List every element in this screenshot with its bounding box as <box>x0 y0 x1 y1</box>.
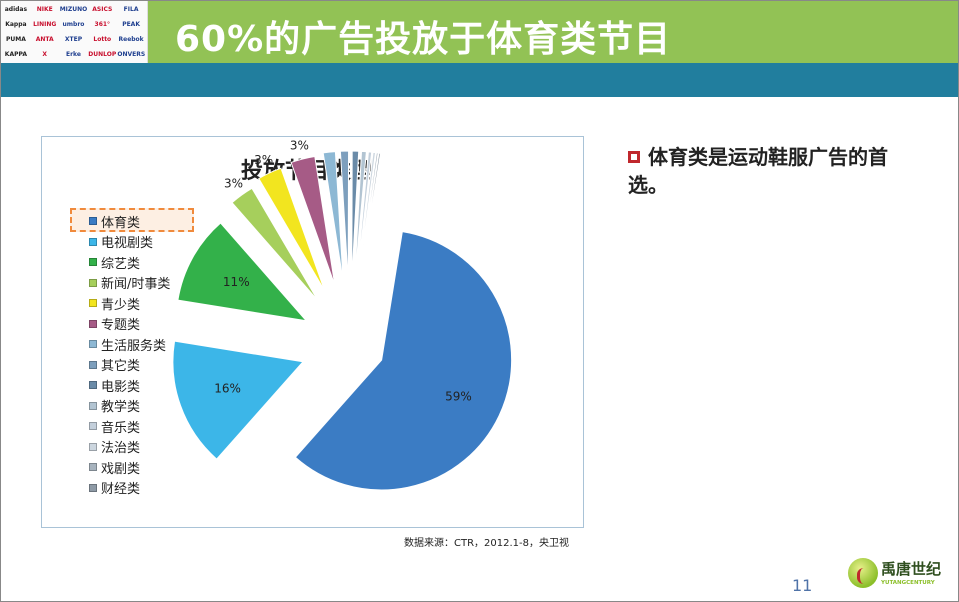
company-name-en: YUTANGCENTURY <box>881 580 935 586</box>
title-bar <box>148 0 959 63</box>
legend-swatch <box>89 340 97 349</box>
brand-logo-11: PUMA <box>5 35 26 43</box>
legend-item: 体育类 <box>89 211 170 232</box>
legend-swatch <box>89 381 97 390</box>
legend-swatch <box>89 217 97 226</box>
legend-swatch <box>89 258 97 267</box>
legend-swatch <box>89 442 97 451</box>
legend-label: 音乐类 <box>101 420 141 436</box>
brand-logo-1: adidas <box>4 5 28 13</box>
legend-swatch <box>89 360 97 369</box>
legend-label: 体育类 <box>101 215 141 231</box>
legend-item: 新闻/时事类 <box>89 273 170 294</box>
brand-logo-14: Lotto <box>93 35 112 43</box>
legend-swatch <box>89 422 97 431</box>
company-name-cn: 禹唐世纪 <box>881 560 942 578</box>
legend-swatch <box>89 483 97 492</box>
legend-label: 法治类 <box>101 441 141 457</box>
legend-label: 生活服务类 <box>101 338 167 354</box>
legend-item: 生活服务类 <box>89 334 170 355</box>
brand-logo-19: DUNLOP <box>88 50 117 58</box>
legend-swatch <box>89 278 97 287</box>
chart-legend: 体育类电视剧类综艺类新闻/时事类 青少类专题类生活服务类其它类电影类教学类音乐类法… <box>89 211 170 498</box>
brand-logo-20: CONVERSE <box>117 50 145 58</box>
legend-item: 综艺类 <box>89 252 170 273</box>
legend-item: 财经类 <box>89 478 170 499</box>
legend-swatch <box>89 237 97 246</box>
legend-swatch <box>89 299 97 308</box>
page-number: 11 <box>792 576 813 595</box>
brand-logo-9: 361° <box>94 20 111 28</box>
brand-logo-13: XTEP <box>64 35 83 43</box>
brand-logo-7: LINING <box>33 20 57 28</box>
legend-item: 专题类 <box>89 314 170 335</box>
company-logo: 禹唐世纪 YUTANGCENTURY <box>848 556 948 596</box>
bullet-point: 体育类是运动鞋服广告的首选。 <box>628 143 908 199</box>
brand-logo-3: MIZUNO <box>59 5 88 13</box>
brand-logo-4: ASICS <box>92 5 113 13</box>
legend-item: 电视剧类 <box>89 232 170 253</box>
bullet-square-icon <box>628 151 640 163</box>
company-ball-icon <box>848 558 878 588</box>
source-note: 数据来源：CTR，2012.1-8，央卫视 <box>404 538 569 549</box>
legend-item: 戏剧类 <box>89 457 170 478</box>
legend-label: 其它类 <box>101 359 141 375</box>
legend-label: 戏剧类 <box>101 461 141 477</box>
brand-logo-18: Erke <box>66 50 81 58</box>
page-title: 60%的广告投放于体育类节目 <box>175 19 672 60</box>
legend-item: 电影类 <box>89 375 170 396</box>
brand-logo-16: KAPPA <box>4 50 27 58</box>
legend-label: 电影类 <box>101 379 141 395</box>
legend-label: 专题类 <box>101 318 141 334</box>
brand-logo-12: ANTA <box>35 35 54 43</box>
bullet-text: 体育类是运动鞋服广告的首选。 <box>628 145 888 197</box>
brand-logo-5: FILA <box>123 5 139 13</box>
header-band <box>0 63 959 97</box>
brand-logo-10: PEAK <box>122 20 140 28</box>
legend-swatch <box>89 463 97 472</box>
chart-title: 投放节目类型 <box>241 159 374 184</box>
legend-label: 教学类 <box>101 400 141 416</box>
legend-item: 其它类 <box>89 355 170 376</box>
legend-label: 青少类 <box>101 297 141 313</box>
brand-logo-8: umbro <box>62 20 85 28</box>
brand-logo-17: X <box>42 50 48 58</box>
legend-label: 综艺类 <box>101 256 141 272</box>
legend-swatch <box>89 319 97 328</box>
legend-item: 教学类 <box>89 396 170 417</box>
brand-logo-2: NIKE <box>36 5 53 13</box>
legend-item: 青少类 <box>89 293 170 314</box>
legend-label: 财经类 <box>101 482 141 498</box>
brand-logos-grid: adidas NIKE MIZUNO ASICS FILA Kappa LINING umbr… <box>0 0 148 63</box>
legend-item: 法治类 <box>89 437 170 458</box>
legend-label: 电视剧类 <box>101 236 154 252</box>
brand-logo-15: Reebok <box>118 35 144 43</box>
legend-swatch <box>89 401 97 410</box>
legend-item: 音乐类 <box>89 416 170 437</box>
legend-label: 新闻/时事类 <box>101 277 171 293</box>
brand-logo-6: Kappa <box>5 20 27 28</box>
